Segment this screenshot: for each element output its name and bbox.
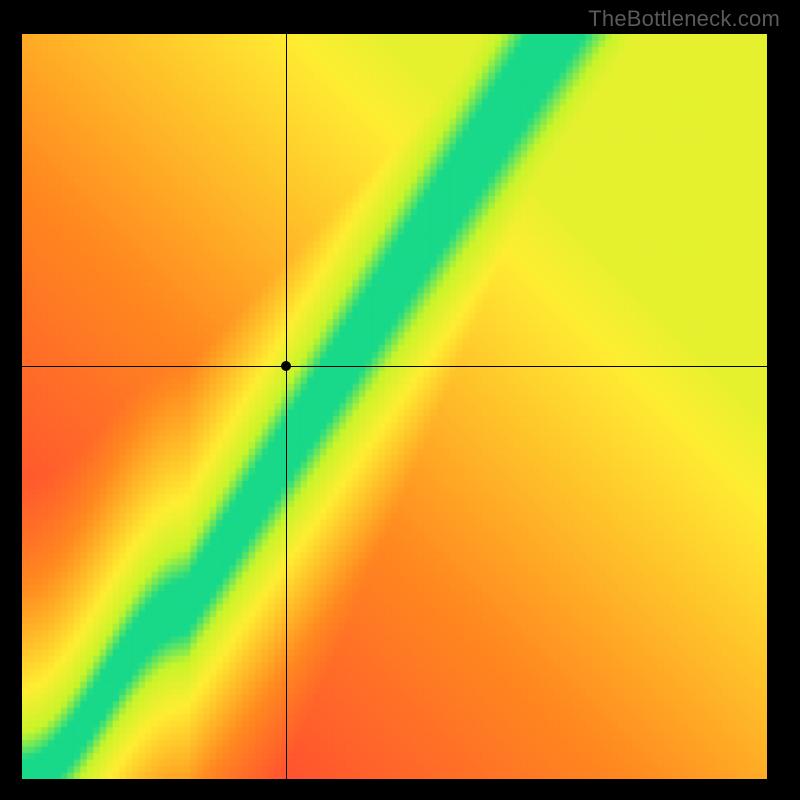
heatmap-canvas (22, 34, 767, 779)
watermark-text: TheBottleneck.com (588, 6, 780, 32)
crosshair-vertical (286, 34, 287, 779)
crosshair-marker (281, 361, 291, 371)
crosshair-horizontal (22, 366, 767, 367)
heatmap-plot (22, 34, 767, 779)
